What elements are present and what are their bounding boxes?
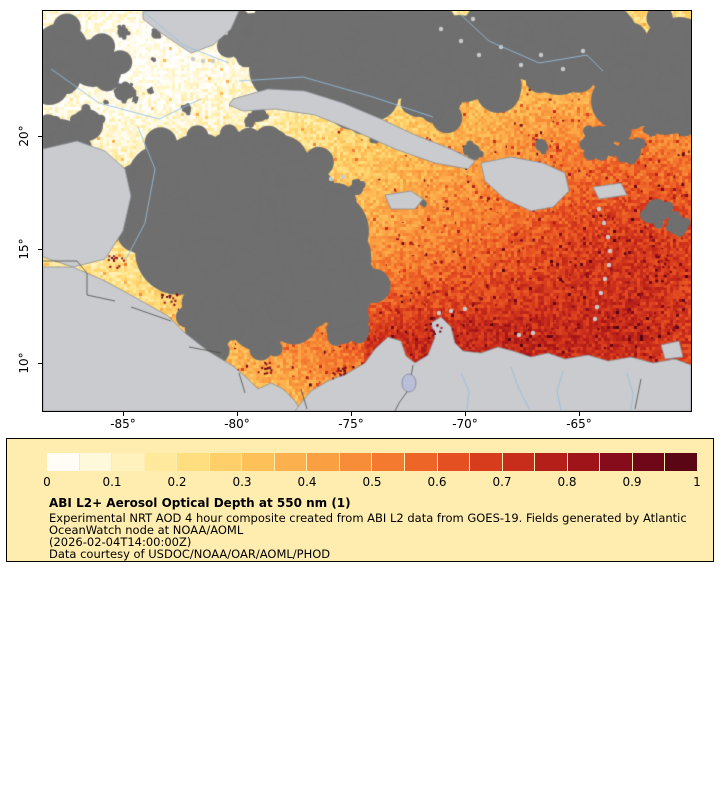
- colorbar-cell: [307, 453, 339, 471]
- colorbar-tick-label: 0.5: [362, 475, 382, 489]
- colorbar: [47, 453, 697, 471]
- colorbar-cell: [112, 453, 144, 471]
- x-tick-mark: [465, 412, 466, 416]
- colorbar-cell: [177, 453, 209, 471]
- colorbar-cell: [665, 453, 697, 471]
- legend-timestamp: (2026-02-04T14:00:00Z): [49, 535, 192, 549]
- colorbar-cell: [242, 453, 274, 471]
- colorbar-cell: [567, 453, 600, 471]
- colorbar-tick-label: 1: [693, 475, 701, 489]
- y-tick-mark: [38, 249, 42, 250]
- x-tick-mark: [351, 412, 352, 416]
- x-tick-mark: [579, 412, 580, 416]
- x-tick-label: -75°: [338, 417, 364, 431]
- aod-map-figure: -85° -80° -75° -70° -65° 20° 15° 10°: [17, 10, 692, 431]
- colorbar-cell: [405, 453, 437, 471]
- y-tick-label: 10°: [17, 352, 31, 374]
- x-tick-label: -70°: [452, 417, 478, 431]
- colorbar-cell: [502, 453, 535, 471]
- colorbar-tick-label: 0: [43, 475, 51, 489]
- colorbar-tick-label: 0.9: [622, 475, 642, 489]
- colorbar-cell: [470, 453, 502, 471]
- legend-title: ABI L2+ Aerosol Optical Depth at 550 nm …: [49, 496, 351, 510]
- colorbar-cell: [535, 453, 567, 471]
- colorbar-tick-label: 0.7: [492, 475, 512, 489]
- colorbar-cell: [339, 453, 372, 471]
- colorbar-cell: [600, 453, 632, 471]
- legend-description-line1: Experimental NRT AOD 4 hour composite cr…: [49, 511, 687, 525]
- colorbar-cell: [79, 453, 112, 471]
- colorbar-tick-label: 0.2: [167, 475, 187, 489]
- x-tick-label: -65°: [566, 417, 592, 431]
- colorbar-tick-label: 0.8: [557, 475, 577, 489]
- legend-panel: 0 0.1 0.2 0.3 0.4 0.5 0.6 0.7 0.8 0.9 1 ABI L2+ Ae…: [6, 438, 714, 562]
- colorbar-cell: [144, 453, 177, 471]
- x-tick-label: -85°: [110, 417, 136, 431]
- legend-description-line2: OceanWatch node at NOAA/AOML: [49, 523, 244, 537]
- colorbar-tick-label: 0.3: [232, 475, 252, 489]
- aod-map-canvas: [42, 10, 692, 412]
- colorbar-cell: [209, 453, 242, 471]
- colorbar-cell: [47, 453, 79, 471]
- colorbar-tick-label: 0.4: [297, 475, 317, 489]
- colorbar-cell: [274, 453, 307, 471]
- y-tick-mark: [38, 363, 42, 364]
- colorbar-cell: [372, 453, 405, 471]
- colorbar-tick-label: 0.6: [427, 475, 447, 489]
- colorbar-cell: [632, 453, 665, 471]
- x-tick-label: -80°: [224, 417, 250, 431]
- colorbar-cell: [437, 453, 470, 471]
- y-tick-mark: [38, 136, 42, 137]
- x-tick-mark: [123, 412, 124, 416]
- y-tick-label: 20°: [17, 125, 31, 147]
- legend-courtesy: Data courtesy of USDOC/NOAA/OAR/AOML/PHO…: [49, 547, 331, 561]
- colorbar-tick-label: 0.1: [102, 475, 122, 489]
- x-tick-mark: [237, 412, 238, 416]
- y-tick-label: 15°: [17, 238, 31, 260]
